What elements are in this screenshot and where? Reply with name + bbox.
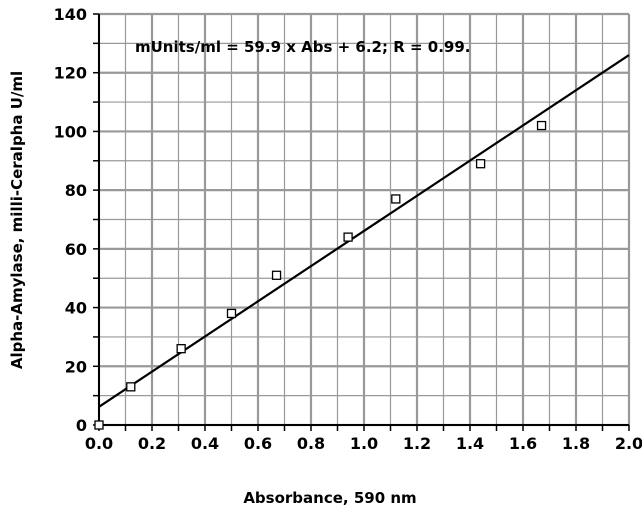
y-tick-label: 80 bbox=[65, 181, 87, 200]
y-tick-label: 140 bbox=[54, 5, 87, 24]
data-point bbox=[391, 194, 401, 204]
fit-line-group bbox=[98, 54, 630, 408]
data-points bbox=[94, 120, 547, 430]
x-tick-label: 1.4 bbox=[456, 434, 484, 453]
y-tick-label: 60 bbox=[65, 240, 87, 259]
data-point bbox=[536, 120, 547, 131]
data-point bbox=[226, 308, 237, 319]
y-tick-label: 0 bbox=[76, 416, 87, 435]
labels: mUnits/ml = 59.9 x Abs + 6.2; R = 0.99. … bbox=[8, 38, 470, 507]
y-tick-labels: 0 20 40 60 80 100 120 140 bbox=[54, 5, 87, 435]
fit-line bbox=[98, 54, 630, 408]
data-point bbox=[126, 382, 136, 392]
grid bbox=[97, 12, 631, 427]
y-tick-label: 20 bbox=[65, 357, 87, 376]
x-tick-label: 0.0 bbox=[85, 434, 113, 453]
y-tick-label: 100 bbox=[54, 122, 87, 141]
x-tick-label: 0.4 bbox=[191, 434, 219, 453]
y-tick-label: 120 bbox=[54, 64, 87, 83]
axes bbox=[93, 13, 630, 431]
regression-annotation: mUnits/ml = 59.9 x Abs + 6.2; R = 0.99. bbox=[135, 38, 470, 56]
data-point bbox=[475, 159, 486, 169]
data-point bbox=[343, 232, 353, 242]
x-tick-label: 1.6 bbox=[509, 434, 537, 453]
x-tick-label: 0.6 bbox=[244, 434, 272, 453]
y-tick-label: 40 bbox=[65, 299, 87, 318]
x-tick-label: 2.0 bbox=[615, 434, 642, 453]
x-tick-label: 0.2 bbox=[138, 434, 166, 453]
data-point bbox=[176, 344, 186, 354]
x-tick-label: 1.0 bbox=[350, 434, 378, 453]
y-axis-label: Alpha-Amylase, milli-Ceralpha U/ml bbox=[8, 71, 26, 369]
x-tick-label: 0.8 bbox=[297, 434, 325, 453]
x-tick-labels: 0.0 0.2 0.4 0.6 0.8 1.0 1.2 1.4 1.6 1.8 2.0 bbox=[85, 434, 642, 453]
x-axis-label: Absorbance, 590 nm bbox=[243, 489, 416, 507]
data-point bbox=[271, 270, 282, 280]
x-tick-label: 1.8 bbox=[562, 434, 590, 453]
data-point bbox=[94, 420, 104, 430]
x-tick-label: 1.2 bbox=[403, 434, 431, 453]
